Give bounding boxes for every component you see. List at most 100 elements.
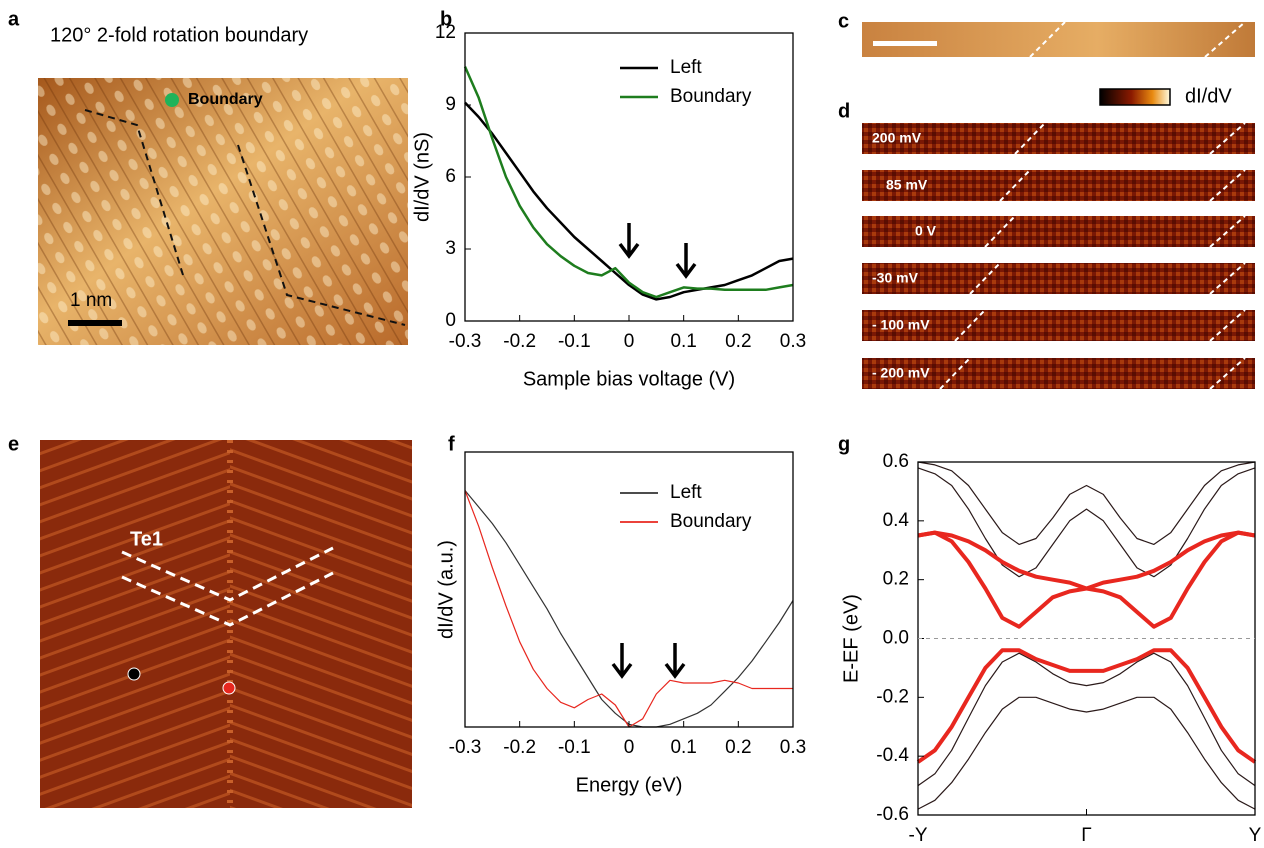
legend-label: Boundary — [670, 511, 752, 532]
x-tick-label: -Y — [909, 825, 928, 846]
boundary-line — [1209, 357, 1246, 390]
x-tick-label: 0.1 — [670, 737, 696, 758]
te1-line — [121, 546, 334, 602]
y-tick-label: -0.6 — [876, 804, 909, 825]
colorbar — [1099, 88, 1171, 106]
legend-label: Left — [670, 482, 702, 503]
panel-label: f — [448, 433, 455, 455]
panel-label: a — [8, 8, 20, 30]
panel-label: b — [440, 8, 452, 30]
boundary-marker — [222, 681, 236, 695]
marker-label: Boundary — [188, 91, 263, 108]
map-label: 85 mV — [886, 177, 928, 193]
y-axis-label: E-EF (eV) — [840, 594, 862, 683]
atom-label: Te1 — [130, 528, 163, 550]
left-marker — [127, 667, 141, 681]
y-tick-label: 0.4 — [883, 510, 910, 531]
x-tick-label: 0.2 — [725, 331, 751, 352]
dIdV-map — [862, 263, 1255, 294]
x-tick-label: 0.2 — [725, 737, 751, 758]
boundary-line — [237, 144, 406, 326]
scale-bar — [68, 320, 122, 326]
legend-label: Boundary — [670, 86, 752, 107]
arrow — [611, 643, 633, 679]
stm-texture — [38, 78, 408, 345]
x-tick-label: -0.1 — [558, 737, 591, 758]
dIdV-map — [862, 216, 1255, 247]
boundary-line — [969, 262, 1001, 295]
legend-label: Left — [670, 57, 702, 78]
x-tick-label: -0.3 — [449, 331, 482, 352]
y-tick-label: 12 — [435, 22, 456, 43]
panel-label: e — [8, 433, 19, 455]
y-tick-label: 3 — [445, 238, 456, 259]
boundary-line — [1209, 262, 1246, 295]
x-tick-label: -0.1 — [558, 331, 591, 352]
x-tick-label: Y — [1249, 825, 1262, 846]
y-tick-label: 0.0 — [883, 628, 909, 649]
x-tick-label: -0.2 — [503, 737, 536, 758]
x-tick-label: 0 — [624, 737, 635, 758]
x-tick-label: 0.1 — [670, 331, 696, 352]
x-axis-label: Sample bias voltage (V) — [523, 368, 735, 390]
stm-image — [862, 22, 1255, 57]
sim-image — [230, 440, 412, 808]
map-label: - 100 mV — [872, 317, 930, 333]
panel-title: 120° 2-fold rotation boundary — [50, 24, 308, 46]
series-line — [917, 696, 1256, 810]
colorbar-label: dI/dV — [1185, 85, 1232, 107]
series-line — [917, 652, 1256, 787]
scale-bar — [873, 41, 937, 46]
arrow — [664, 643, 686, 679]
x-tick-label: 0.3 — [780, 331, 806, 352]
y-tick-label: 0 — [445, 310, 456, 331]
x-axis-label: Energy (eV) — [576, 774, 683, 796]
te1-line — [121, 571, 334, 627]
panel-label: g — [838, 433, 850, 455]
sim-image — [40, 440, 230, 808]
boundary-line — [939, 357, 971, 390]
series-line — [917, 530, 1256, 629]
chart: -0.3 -0.2 -0.1 0 0.1 0.2 0.3 Energy (eV) dI/dV (… — [435, 451, 806, 796]
y-tick-label: 0.6 — [883, 451, 909, 472]
map-label: 0 V — [915, 223, 937, 239]
panel-label: d — [838, 100, 850, 122]
series-line — [917, 461, 1256, 545]
chart: -0.3 -0.2 -0.1 0 0.1 0.2 0.3 0 3 6 9 12 Sample bias … — [411, 22, 806, 390]
x-tick-label: -0.3 — [449, 737, 482, 758]
boundary-line — [984, 215, 1016, 248]
boundary-line — [84, 109, 184, 276]
dIdV-map — [862, 310, 1255, 341]
dIdV-map — [862, 358, 1255, 389]
map-label: - 200 mV — [872, 365, 930, 381]
y-tick-label: 6 — [445, 166, 456, 187]
series-line — [916, 648, 1257, 764]
panel-label: c — [838, 10, 849, 32]
boundary-line — [1209, 309, 1246, 342]
map-label: -30 mV — [872, 270, 919, 286]
boundary-line — [1209, 122, 1246, 155]
dIdV-map — [862, 123, 1255, 154]
series-line — [464, 101, 794, 301]
map-stack: 200 mV 85 mV 0 V -30 mV - 100 mV - 200 mV — [862, 122, 1255, 390]
y-tick-label: 0.2 — [883, 569, 909, 590]
series-line — [917, 467, 1256, 578]
x-tick-label: 0.3 — [780, 737, 806, 758]
series-line — [463, 66, 794, 299]
y-axis-label: dI/dV (a.u.) — [435, 540, 457, 639]
x-tick-label: -0.2 — [503, 331, 536, 352]
chart: -Y Γ Y 0.6 0.4 0.2 0.0 -0.2 -0.4 -0.6 E-EF (eV) — [840, 451, 1261, 846]
boundary-line — [954, 309, 986, 342]
boundary-line — [999, 169, 1031, 202]
series-line — [917, 530, 1256, 629]
x-tick-label: 0 — [624, 331, 635, 352]
dIdV-map — [862, 170, 1255, 201]
y-tick-label: -0.2 — [876, 686, 909, 707]
boundary-marker — [165, 93, 179, 107]
scale-label: 1 nm — [70, 290, 112, 311]
y-axis-label: dI/dV (nS) — [411, 132, 433, 222]
boundary-line — [1014, 122, 1046, 155]
arrow — [675, 243, 697, 279]
arrow — [618, 223, 640, 259]
